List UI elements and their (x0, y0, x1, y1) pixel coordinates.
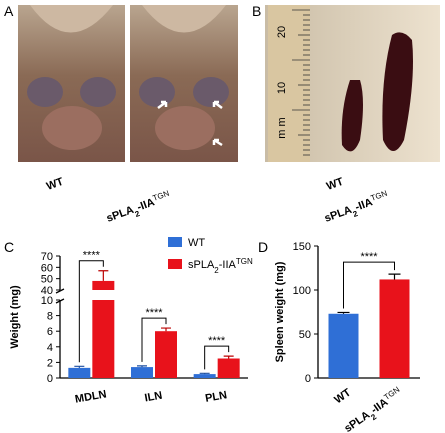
bar (193, 374, 216, 378)
bar (131, 367, 153, 378)
photo-label: sPLA2-IIATGN (104, 188, 174, 228)
error-bar (98, 270, 109, 281)
label-part: -IIA (219, 259, 237, 271)
axis-break (55, 298, 65, 304)
y-tick-label: 6 (47, 326, 53, 338)
x-tick-label: PLN (204, 389, 228, 405)
x-tick-label: MDLN (74, 388, 107, 405)
y-tick-label: 100 (293, 285, 311, 297)
significance-label: **** (145, 307, 163, 319)
photo-label: WT (325, 176, 345, 193)
y-tick-label: 0 (47, 373, 53, 385)
y-tick-label: 150 (293, 241, 311, 253)
legend-label: WT (188, 237, 205, 249)
x-tick-label: ILN (144, 390, 164, 405)
bar-upper (92, 280, 115, 290)
error-bar (74, 365, 85, 368)
y-axis-label: Spleen weight (mg) (274, 261, 286, 362)
y-tick-label: 60 (41, 262, 53, 274)
ruler (292, 9, 310, 156)
significance-label: **** (83, 250, 101, 262)
y-tick-label: 4 (47, 342, 53, 354)
label-part: sPLA (342, 409, 372, 433)
label-part: TGN (236, 257, 253, 266)
bar (68, 367, 91, 378)
y-tick-label: 10 (41, 295, 53, 307)
label-part: sPLA (188, 259, 215, 271)
error-bar (388, 273, 401, 280)
legend-label: sPLA2-IIATGN (188, 257, 253, 275)
ruler-label: m m (276, 117, 288, 138)
bar (92, 300, 115, 378)
label-part: -IIA (136, 196, 157, 213)
y-tick-label: 50 (41, 274, 53, 286)
photo-label: WT (45, 176, 65, 193)
label-part: 2 (134, 208, 142, 218)
label-part: TGN (369, 188, 388, 202)
bar (155, 331, 177, 378)
label-part: 2 (369, 411, 378, 421)
label-part: -IIA (354, 196, 375, 213)
y-axis-label: Weight (mg) (9, 285, 21, 349)
label-part: sPLA (105, 204, 136, 225)
photo-tgn (130, 5, 238, 162)
error-bar (161, 327, 171, 332)
ruler-label: 20 (276, 26, 288, 38)
significance-bracket (141, 317, 167, 362)
photo-spleens (265, 5, 440, 162)
error-bar (223, 355, 234, 359)
y-tick-label: 0 (305, 373, 311, 385)
y-tick-label: 2 (47, 357, 53, 369)
bar (217, 358, 240, 378)
error-bar (137, 365, 147, 368)
bar (379, 279, 410, 378)
label-part: 2 (352, 208, 360, 218)
y-tick-label: 40 (41, 285, 53, 297)
panel-letter: D (258, 239, 268, 255)
label-part: WT (325, 176, 345, 193)
y-tick-label: 70 (41, 251, 53, 263)
label-part: WT (188, 237, 205, 249)
bar (328, 313, 359, 378)
label-part: WT (332, 386, 353, 406)
label-part: sPLA (323, 204, 354, 225)
y-tick-label: 8 (47, 311, 53, 323)
y-tick-label: 50 (299, 329, 311, 341)
label-part: TGN (151, 188, 170, 202)
legend-swatch (168, 237, 182, 247)
photo-label: sPLA2-IIATGN (322, 188, 392, 228)
error-bar (337, 311, 350, 314)
significance-bracket (343, 261, 395, 309)
significance-label: **** (360, 251, 378, 263)
label-part: TGN (382, 384, 401, 401)
panel-letter: A (4, 3, 14, 19)
significance-bracket (78, 260, 104, 363)
x-tick-label: sPLA2-IIATGN (341, 384, 407, 433)
label-part: WT (45, 176, 65, 193)
ruler-label: 10 (276, 82, 288, 94)
legend-swatch (168, 259, 182, 269)
significance-label: **** (208, 335, 226, 347)
significance-bracket (204, 345, 230, 370)
photo-wt (18, 5, 125, 162)
panel-letter: C (4, 239, 14, 255)
error-bar (199, 372, 210, 375)
label-part: 2 (214, 266, 219, 275)
axis-break (55, 288, 65, 294)
panel-letter: B (252, 3, 261, 19)
x-tick-label: WT (332, 386, 353, 406)
